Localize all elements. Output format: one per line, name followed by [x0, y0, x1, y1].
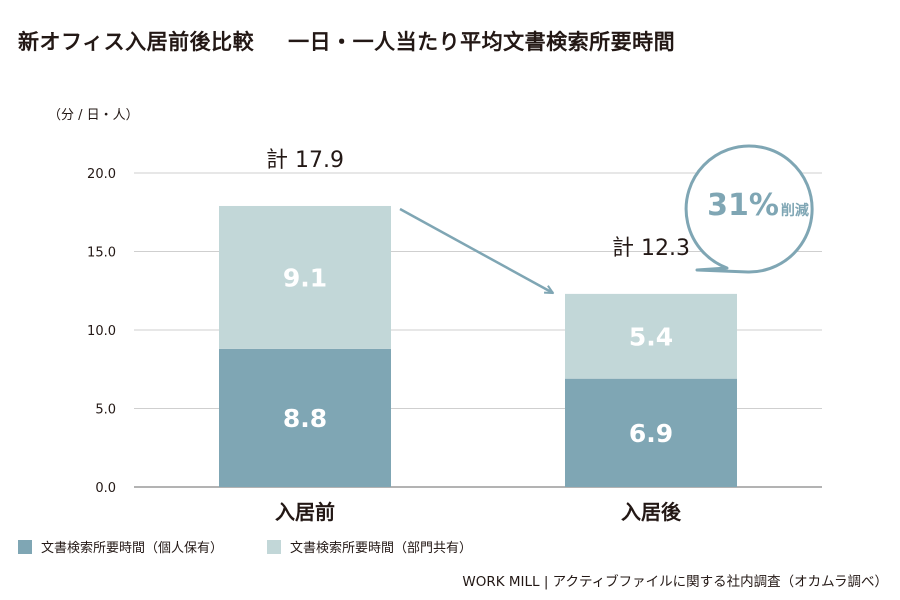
- y-tick-label: 5.0: [95, 403, 116, 418]
- chart-title-main: 新オフィス入居前後比較: [18, 30, 255, 54]
- callout-value: 31%: [707, 188, 779, 223]
- y-tick-label: 20.0: [87, 167, 116, 182]
- y-axis-tick-labels: 0.0 5.0 10.0 15.0 20.0: [87, 167, 116, 496]
- callout-text: 31% 削減: [707, 188, 809, 223]
- bar-segment-shared: [565, 293, 737, 379]
- legend: 文書検索所要時間（個人保有） 文書検索所要時間（部門共有）: [18, 537, 472, 556]
- segment-value-label: 5.4: [629, 322, 673, 351]
- x-tick-label: 入居前: [275, 500, 335, 524]
- x-axis-tick-labels: 入居前 入居後: [275, 500, 682, 524]
- bar-segment-shared: [219, 205, 391, 349]
- segment-value-label: 6.9: [629, 419, 673, 448]
- chart-title-sub: 一日・一人当たり平均文書検索所要時間: [288, 30, 676, 54]
- segment-labels: 8.8 9.1 6.9 5.4: [283, 263, 673, 447]
- y-tick-label: 10.0: [87, 324, 116, 339]
- legend-swatch-shared: [267, 539, 282, 554]
- chart-title: 新オフィス入居前後比較 一日・一人当たり平均文書検索所要時間: [18, 26, 675, 56]
- bar-total-label: 計 17.9: [266, 148, 344, 173]
- y-tick-label: 15.0: [87, 246, 116, 261]
- reduction-callout: 31% 削減: [684, 144, 814, 274]
- callout-bubble: [684, 144, 814, 274]
- segment-value-label: 9.1: [283, 263, 327, 292]
- segment-value-label: 8.8: [283, 404, 327, 433]
- legend-swatch-personal: [18, 539, 32, 554]
- y-axis-unit-label: （分 / 日・人）: [48, 108, 139, 123]
- bar-total-label: 計 12.3: [612, 236, 690, 261]
- legend-item-shared: 文書検索所要時間（部門共有）: [267, 537, 472, 556]
- legend-item-personal: 文書検索所要時間（個人保有）: [18, 537, 223, 556]
- source-credit: WORK MILL | アクティブファイルに関する社内調査（オカムラ調べ）: [462, 574, 888, 590]
- bar-segment-personal: [565, 378, 737, 487]
- legend-label-shared: 文書検索所要時間（部門共有）: [290, 541, 473, 556]
- y-tick-label: 0.0: [95, 481, 116, 496]
- bar-segment-personal: [219, 348, 391, 487]
- total-labels: 計 17.9 計 12.3: [266, 148, 690, 261]
- decrease-arrow: [399, 207, 553, 295]
- callout-suffix: 削減: [781, 202, 809, 219]
- x-tick-label: 入居後: [621, 500, 682, 524]
- bars: [219, 205, 737, 487]
- legend-label-personal: 文書検索所要時間（個人保有）: [41, 541, 224, 556]
